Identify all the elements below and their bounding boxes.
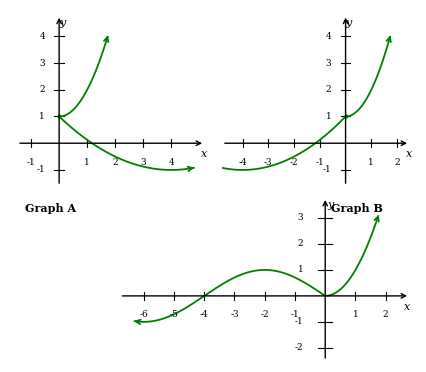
Text: -1: -1 (290, 310, 299, 319)
Text: 4: 4 (168, 158, 174, 167)
Text: Graph A: Graph A (25, 203, 76, 214)
Text: Graph B: Graph B (331, 203, 383, 214)
Text: -2: -2 (294, 343, 303, 352)
Text: 2: 2 (382, 310, 388, 319)
Text: -1: -1 (315, 158, 323, 167)
Text: 1: 1 (368, 158, 373, 167)
Text: y: y (59, 18, 66, 28)
Text: 1: 1 (352, 310, 357, 319)
Text: 1: 1 (39, 112, 45, 121)
Text: -1: -1 (322, 166, 331, 174)
Text: 4: 4 (325, 32, 331, 41)
Text: 3: 3 (39, 58, 45, 67)
Text: 3: 3 (325, 58, 331, 67)
Text: -4: -4 (199, 310, 208, 319)
Text: -2: -2 (289, 158, 298, 167)
Text: -3: -3 (230, 310, 238, 319)
Text: 1: 1 (297, 265, 303, 275)
Text: -4: -4 (238, 158, 246, 167)
Text: 2: 2 (393, 158, 399, 167)
Text: -5: -5 (169, 310, 178, 319)
Text: 2: 2 (39, 85, 45, 94)
Text: 3: 3 (297, 214, 303, 222)
Text: -1: -1 (294, 317, 303, 326)
Text: 1: 1 (84, 158, 90, 167)
Text: y: y (327, 201, 333, 211)
Text: -1: -1 (27, 158, 35, 167)
Text: 4: 4 (39, 32, 45, 41)
Text: 1: 1 (325, 112, 331, 121)
Text: -1: -1 (36, 166, 45, 174)
Text: -6: -6 (139, 310, 148, 319)
Text: 3: 3 (140, 158, 146, 167)
Text: 2: 2 (112, 158, 118, 167)
Text: 2: 2 (297, 240, 303, 248)
Text: -3: -3 (263, 158, 272, 167)
Text: -2: -2 (260, 310, 268, 319)
Text: x: x (405, 149, 412, 159)
Text: x: x (201, 149, 207, 159)
Text: 2: 2 (325, 85, 331, 94)
Text: x: x (403, 302, 409, 311)
Text: y: y (345, 18, 351, 28)
